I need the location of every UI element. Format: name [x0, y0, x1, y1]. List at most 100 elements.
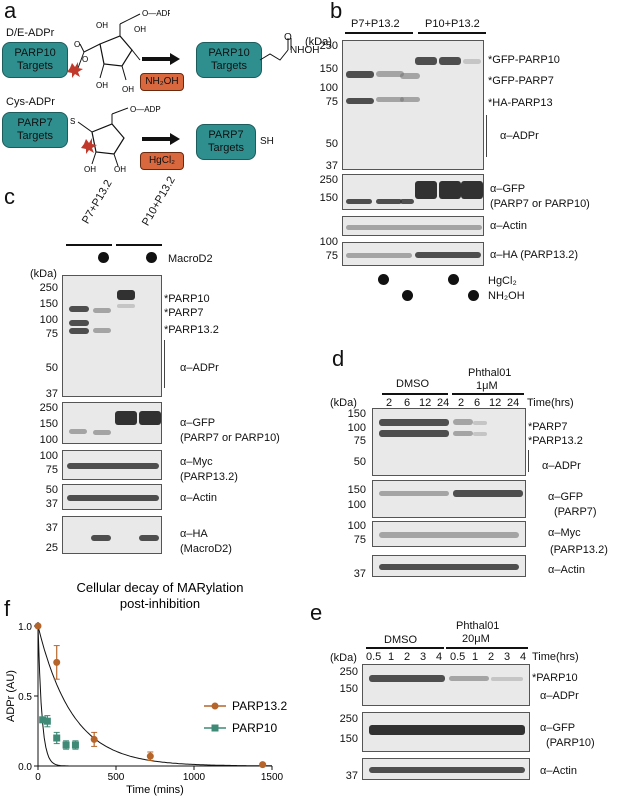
group-label-dmso: DMSO — [384, 634, 417, 646]
mw-gfp-150: 150 — [339, 733, 358, 745]
mw-75: 75 — [353, 435, 366, 447]
group-label-1: P7+P13.2 — [80, 177, 115, 226]
label-myc: α–Myc — [548, 527, 581, 539]
mw-75: 75 — [325, 96, 338, 108]
blot-ha — [342, 242, 484, 266]
group-label-1: P7+P13.2 — [351, 18, 400, 30]
group-bar-2 — [452, 393, 524, 395]
fit-curve-parp10 — [37, 625, 272, 767]
mw-myc-100: 100 — [39, 450, 58, 462]
mw-gfp-100: 100 — [39, 434, 58, 446]
y-axis-label: ADPr (AU) — [5, 670, 17, 722]
label-gfp-parp7: *GFP-PARP7 — [488, 75, 554, 87]
adp-ribose-structure-1: OH OH O O OH OH O—ADP — [67, 9, 170, 94]
panel-letter-d: d — [332, 346, 345, 371]
time-4: 24 — [437, 397, 450, 409]
label-gfp: α–GFP — [490, 183, 526, 195]
nhoh-label: NHOH — [290, 45, 320, 56]
panel-letter-b: b — [330, 0, 343, 23]
legend-label: PARP13.2 — [232, 699, 287, 713]
label-gfp-sub: (PARP7 or PARP10) — [490, 198, 590, 210]
label-nh2oh: NH₂OH — [488, 290, 525, 302]
o-label: O — [284, 32, 292, 43]
time-5: 2 — [458, 397, 465, 409]
blot-myc — [372, 521, 526, 547]
parp10-targets-box: PARP10 Targets — [2, 42, 68, 78]
data-point-parp132 — [34, 622, 42, 630]
mw-actin-37: 37 — [45, 498, 58, 510]
panel-letter-f: f — [4, 596, 11, 621]
label-gfp-sub: (PARP7) — [554, 506, 597, 518]
dot-hgcl2-1 — [378, 274, 389, 285]
label-ha: α–HA (PARP13.2) — [490, 249, 579, 261]
mw-50: 50 — [45, 362, 58, 374]
label-adpr: α–ADPr — [540, 690, 579, 702]
mw-75: 75 — [45, 328, 58, 340]
svg-text:OH: OH — [114, 165, 126, 174]
time-2: 6 — [404, 397, 411, 409]
group-label-2: P10+P13.2 — [140, 174, 178, 228]
label-parp7: *PARP7 — [528, 421, 568, 433]
label-adpr: α–ADPr — [180, 362, 219, 374]
legend-marker — [211, 702, 219, 710]
time-8: 24 — [507, 397, 520, 409]
y-tick-label: 0.0 — [18, 762, 32, 773]
x-tick-label: 1500 — [261, 772, 284, 783]
time-1: 0.5 — [366, 651, 382, 663]
label-parp10: *PARP10 — [164, 293, 210, 305]
group-label-phthal-conc: 1μM — [476, 380, 498, 392]
decay-chart: Cellular decay of MARylationpost-inhibit… — [5, 580, 287, 796]
parp7-targets-box-product: PARP7 Targets — [196, 124, 256, 160]
arrow-icon-2 — [142, 133, 180, 145]
mw-myc-75: 75 — [353, 534, 366, 546]
time-3: 2 — [404, 651, 411, 663]
blot-adpr — [62, 275, 162, 397]
legend-label: PARP10 — [232, 721, 277, 735]
svg-text:S: S — [70, 117, 75, 126]
group-label-phthal: Phthal01 — [456, 620, 500, 632]
data-point-parp10 — [71, 741, 79, 749]
chart-title-line2: post-inhibition — [120, 596, 200, 611]
mw-37: 37 — [325, 160, 338, 172]
kda-label: (kDa) — [330, 397, 357, 409]
time-2: 1 — [388, 651, 395, 663]
adp-ribose-structure-2: S OH OH O—ADP — [70, 105, 161, 174]
x-tick-label: 0 — [35, 772, 41, 783]
mw-250: 250 — [339, 666, 358, 678]
cys-adpr-title: Cys-ADPr — [6, 96, 55, 108]
group-bar-1 — [382, 393, 448, 395]
nh2oh-reagent: NH₂OH — [140, 73, 184, 91]
label-parp132: *PARP13.2 — [164, 324, 219, 336]
panel-letter-e: e — [310, 600, 323, 625]
label-gfp-sub: (PARP10) — [546, 737, 595, 749]
x-axis-label: Time (mins) — [126, 784, 184, 796]
mw-gfp-250: 250 — [339, 713, 358, 725]
mw-150: 150 — [39, 298, 58, 310]
label-parp7: *PARP7 — [164, 307, 204, 319]
kda-label: (kDa) — [30, 268, 57, 280]
data-point-parp10 — [43, 717, 51, 725]
legend-marker — [211, 724, 219, 732]
group-bar-2 — [116, 244, 162, 246]
mw-actin-37: 37 — [353, 568, 366, 580]
mw-ha-25: 25 — [45, 542, 58, 554]
mw-actin-50: 50 — [45, 484, 58, 496]
time-1: 2 — [386, 397, 393, 409]
time-7: 1 — [472, 651, 479, 663]
time-8: 2 — [488, 651, 495, 663]
svg-text:OH: OH — [84, 165, 96, 174]
data-point-parp132 — [259, 761, 267, 769]
time-7: 12 — [489, 397, 502, 409]
mw-100: 100 — [319, 82, 338, 94]
label-ha-sub: (MacroD2) — [180, 543, 232, 555]
dot-nh2oh-1 — [402, 290, 413, 301]
dot-hgcl2-2 — [448, 274, 459, 285]
blot-ha — [62, 516, 162, 554]
time-3: 12 — [419, 397, 432, 409]
mw-50: 50 — [325, 138, 338, 150]
group-label-2: P10+P13.2 — [425, 18, 480, 30]
blot-adpr — [372, 408, 526, 476]
label-myc-sub: (PARP13.2) — [180, 471, 238, 483]
time-10: 4 — [520, 651, 527, 663]
svg-text:O—ADP: O—ADP — [130, 105, 161, 114]
